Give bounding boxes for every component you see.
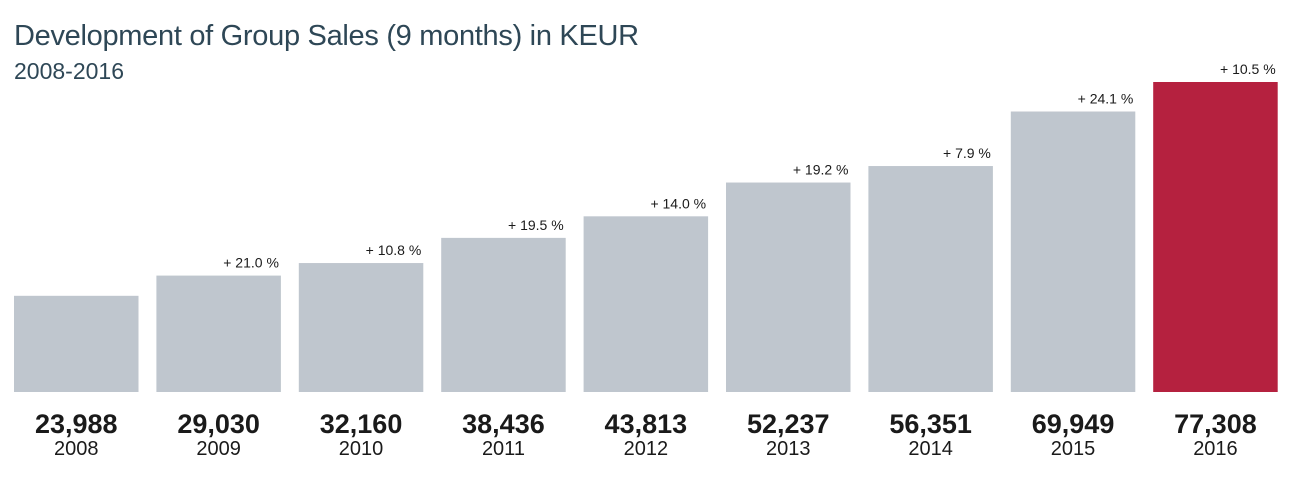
bar-2012 <box>583 216 709 392</box>
bar-2016 <box>1153 82 1278 392</box>
chart-title: Development of Group Sales (9 months) in… <box>14 20 639 52</box>
chart-subtitle: 2008-2016 <box>14 58 124 84</box>
bar-2008 <box>14 295 139 392</box>
growth-label: + 7.9 % <box>943 145 991 161</box>
value-label: 56,351 <box>889 409 972 439</box>
value-label: 69,949 <box>1032 409 1115 439</box>
year-label: 2011 <box>482 438 525 460</box>
year-label: 2008 <box>54 438 99 460</box>
value-label: 23,988 <box>35 409 118 439</box>
year-label: 2010 <box>339 438 384 460</box>
value-label: 52,237 <box>747 409 830 439</box>
growth-label: + 14.0 % <box>650 195 706 211</box>
bar-2015 <box>1010 111 1136 393</box>
bar-2010 <box>298 263 424 392</box>
bar-2011 <box>441 237 566 392</box>
growth-label: + 10.5 % <box>1220 61 1276 77</box>
year-label: 2014 <box>908 438 953 460</box>
year-label: 2013 <box>766 438 811 460</box>
growth-label: + 19.2 % <box>793 162 849 178</box>
year-label: 2009 <box>196 438 241 460</box>
growth-label: + 24.1 % <box>1078 91 1134 107</box>
bar-2009 <box>156 275 281 392</box>
bar-2013 <box>726 182 851 392</box>
bar-2014 <box>868 166 993 392</box>
growth-label: + 10.8 % <box>366 242 422 258</box>
value-label: 29,030 <box>177 409 260 439</box>
growth-label: + 19.5 % <box>508 217 564 233</box>
value-label: 32,160 <box>320 409 403 439</box>
value-label: 77,308 <box>1174 409 1257 439</box>
year-label: 2012 <box>624 438 669 460</box>
year-label: 2016 <box>1193 438 1238 460</box>
value-label: 38,436 <box>462 409 545 439</box>
value-label: 43,813 <box>605 409 688 439</box>
growth-label: + 21.0 % <box>223 255 279 271</box>
year-label: 2015 <box>1051 438 1096 460</box>
